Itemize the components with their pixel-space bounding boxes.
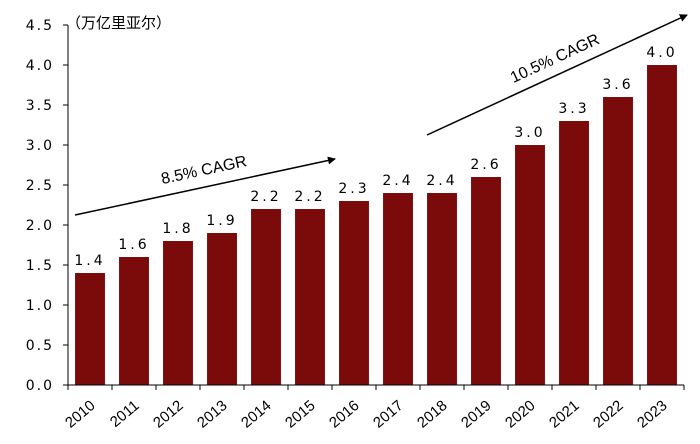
x-tick-label: 2015 — [282, 397, 318, 431]
data-label-2019: 2.6 — [470, 157, 501, 173]
x-tick-label: 2018 — [414, 397, 450, 431]
y-tick-label: 1.0 — [26, 298, 54, 314]
y-axis: 0.0 0.5 1.0 1.5 2.0 2.5 3.0 3.5 4.0 4.5 — [26, 18, 69, 394]
x-tick-label: 2010 — [62, 397, 98, 431]
bar-2014 — [251, 209, 281, 385]
data-label-2021: 3.3 — [558, 101, 589, 117]
x-tick-label: 2017 — [370, 397, 406, 431]
data-label-2020: 3.0 — [514, 125, 545, 141]
x-tick-label: 2014 — [238, 397, 274, 431]
bar-2015 — [295, 209, 325, 385]
x-tick-label: 2021 — [546, 397, 582, 431]
y-tick-label: 2.5 — [26, 178, 54, 194]
bar-2016 — [339, 201, 369, 385]
data-label-2016: 2.3 — [338, 181, 369, 197]
x-tick-label: 2023 — [634, 397, 670, 431]
bar-2020 — [515, 145, 545, 385]
x-tick-label: 2019 — [458, 397, 494, 431]
data-label-2022: 3.6 — [602, 77, 633, 93]
data-label-2011: 1.6 — [118, 237, 149, 253]
bar-2018 — [427, 193, 457, 385]
y-tick-label: 0.5 — [26, 338, 54, 354]
y-tick-label: 0.0 — [26, 378, 54, 394]
y-tick-label: 1.5 — [26, 258, 54, 274]
data-label-2013: 1.9 — [206, 213, 237, 229]
unit-label: （万亿里亚尔） — [66, 14, 171, 32]
y-tick-label: 4.5 — [26, 18, 54, 34]
bar-2017 — [383, 193, 413, 385]
data-label-2023: 4.0 — [646, 45, 677, 61]
data-label-2015: 2.2 — [294, 189, 325, 205]
cagr-annotations: 8.5% CAGR 10.5% CAGR — [74, 14, 688, 216]
bar-2022 — [603, 97, 633, 385]
bar-2013 — [207, 233, 237, 385]
y-tick-label: 2.0 — [26, 218, 54, 234]
data-label-2018: 2.4 — [426, 173, 457, 189]
bar-2021 — [559, 121, 589, 385]
data-label-2010: 1.4 — [74, 253, 105, 269]
y-tick-label: 3.5 — [26, 98, 54, 114]
cagr-label: 10.5% CAGR — [508, 31, 602, 87]
cagr-arrow — [74, 156, 336, 216]
bar-2019 — [471, 177, 501, 385]
bar-2023 — [647, 65, 677, 385]
bar-2011 — [119, 257, 149, 385]
bars: 1.4 1.6 1.8 1.9 2.2 2.2 2.3 2.4 2.4 2.6 3.0 3.3 3.6 4… — [74, 45, 677, 385]
bar-2012 — [163, 241, 193, 385]
data-label-2014: 2.2 — [250, 189, 281, 205]
cagr-arrow — [426, 14, 688, 136]
x-tick-label: 2013 — [194, 397, 230, 431]
y-tick-label: 3.0 — [26, 138, 54, 154]
cagr-label: 8.5% CAGR — [160, 153, 249, 188]
bar-2010 — [75, 273, 105, 385]
data-label-2017: 2.4 — [382, 173, 413, 189]
y-tick-label: 4.0 — [26, 58, 54, 74]
x-tick-label: 2011 — [107, 397, 143, 431]
x-tick-label: 2016 — [326, 397, 362, 431]
x-tick-label: 2022 — [590, 397, 626, 431]
x-tick-label: 2020 — [502, 397, 538, 431]
data-label-2012: 1.8 — [162, 221, 193, 237]
x-axis: 2010 2011 2012 2013 2014 2015 2016 2017 2018 2019… — [62, 384, 685, 432]
x-tick-label: 2012 — [150, 397, 186, 431]
